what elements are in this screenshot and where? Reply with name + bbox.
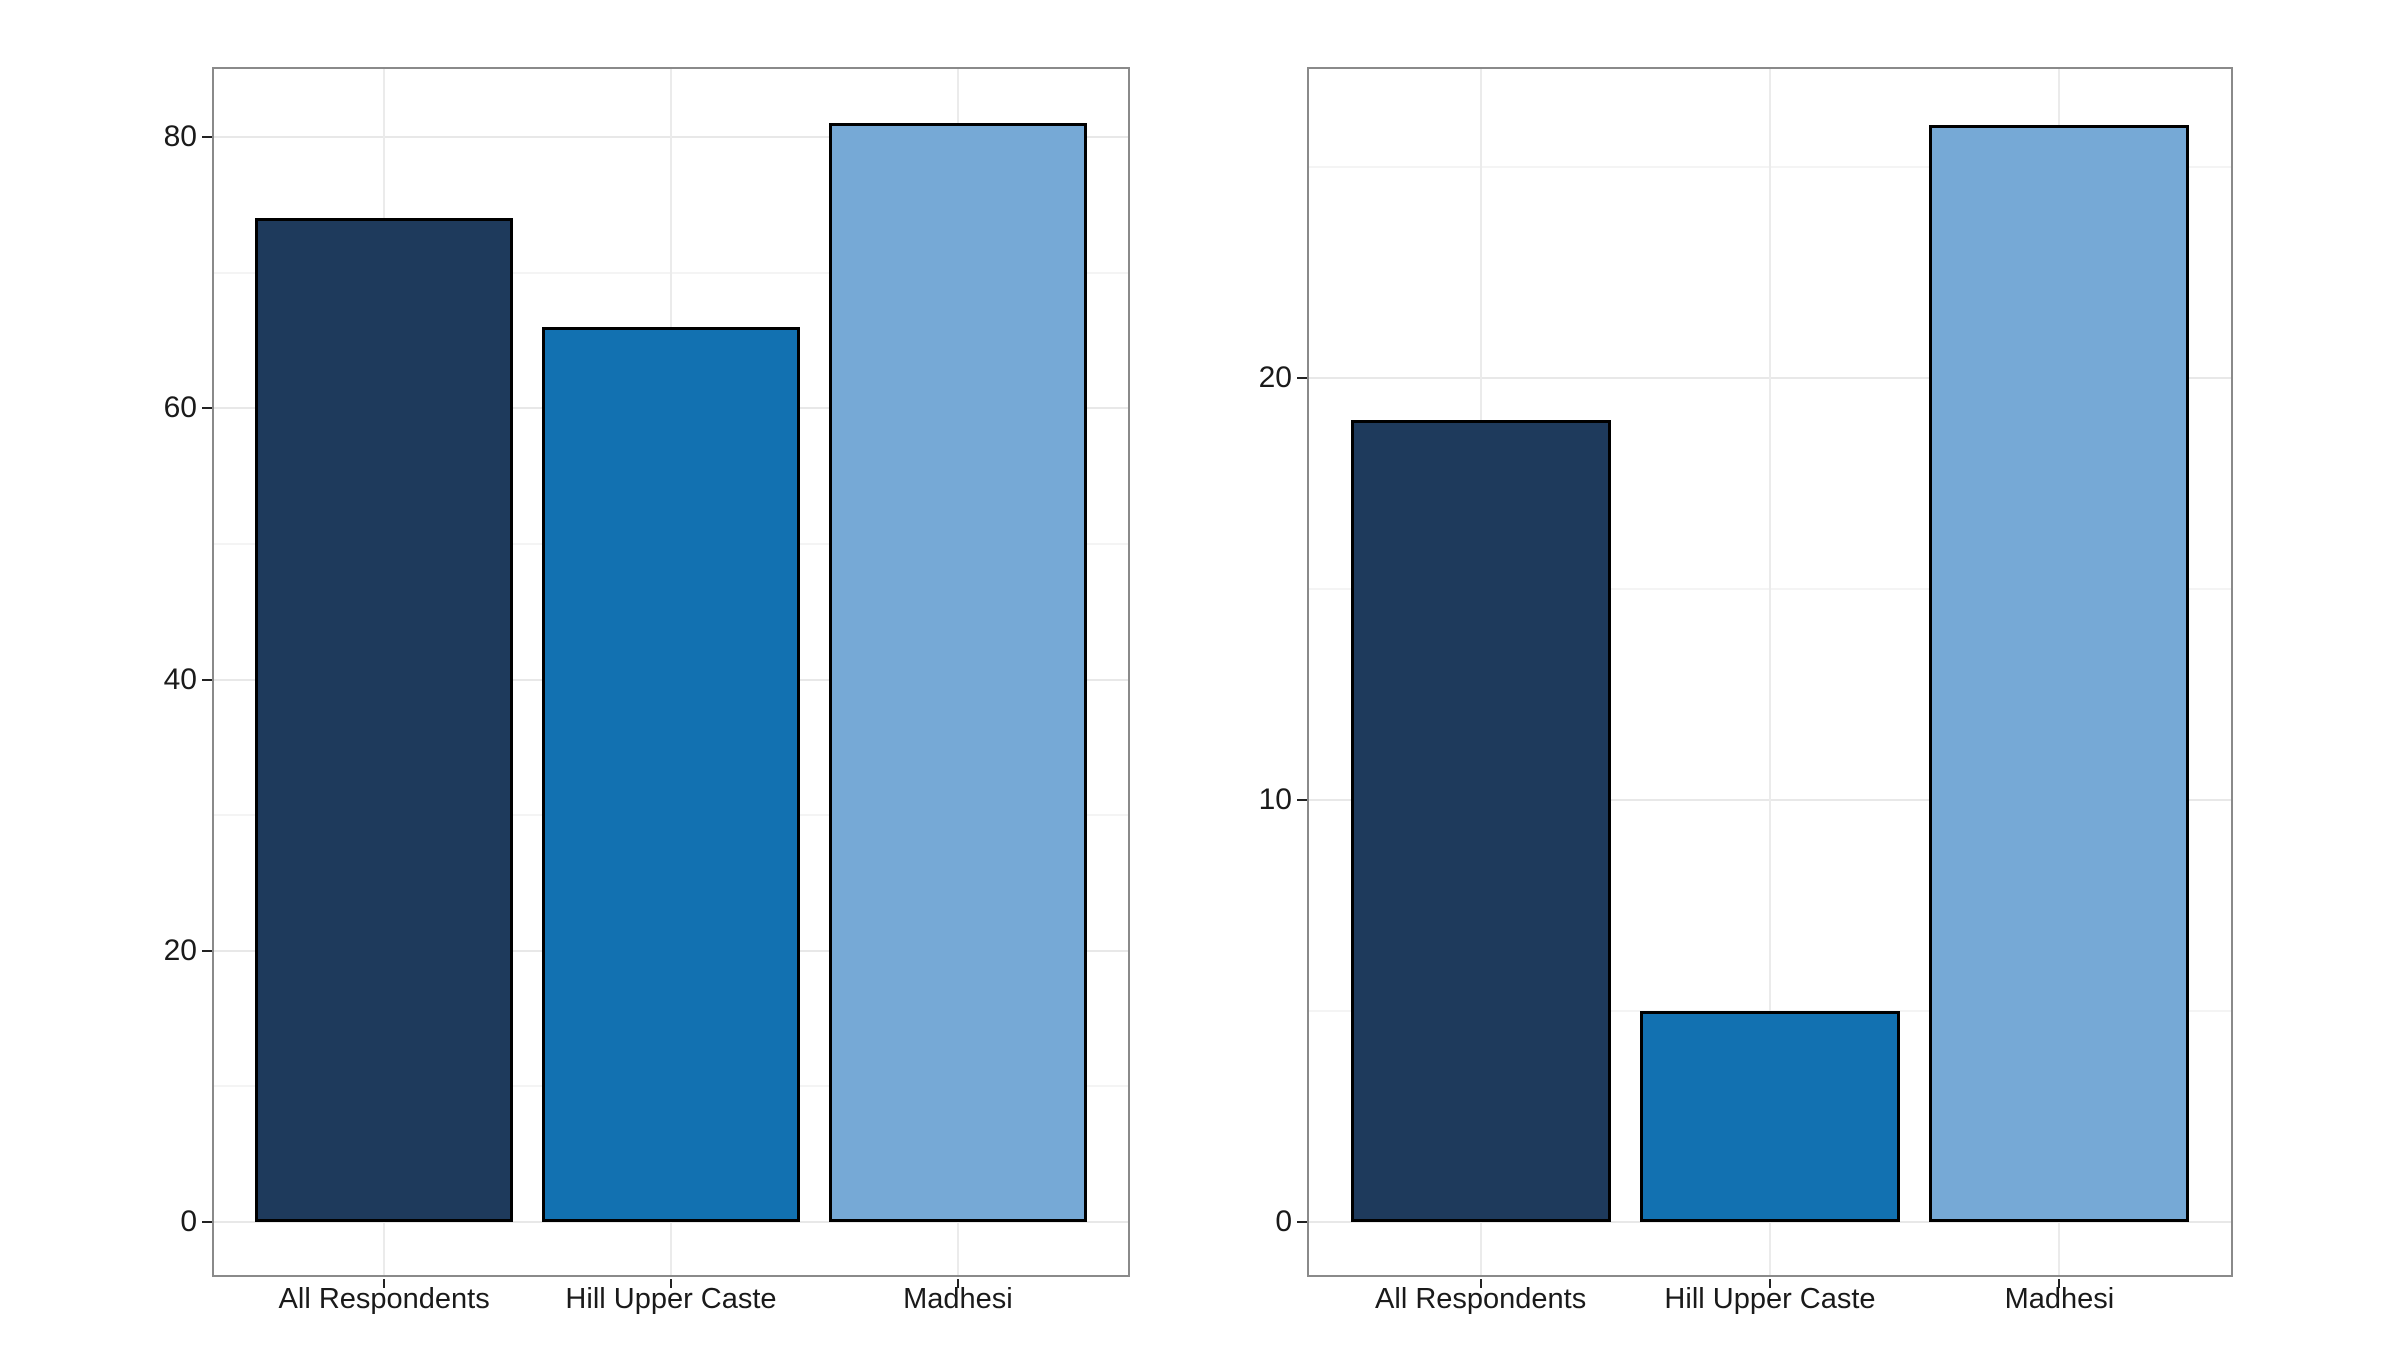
bar-madhesi bbox=[829, 123, 1087, 1222]
bar-hill-upper-caste bbox=[1640, 1011, 1900, 1222]
y-tick-label: 60 bbox=[163, 391, 197, 425]
y-tick-mark bbox=[1297, 799, 1307, 801]
y-tick-mark bbox=[202, 1221, 212, 1223]
y-tick-mark bbox=[202, 949, 212, 952]
bar-all-respondents bbox=[255, 218, 513, 1222]
y-tick-label: 10 bbox=[1258, 783, 1292, 816]
x-category-label: Hill Upper Caste bbox=[1664, 1283, 1876, 1315]
y-tick-label: 0 bbox=[1275, 1205, 1292, 1238]
bar-hill-upper-caste bbox=[542, 327, 800, 1222]
x-tick-mark bbox=[956, 1279, 959, 1288]
y-tick-mark bbox=[202, 136, 212, 138]
x-category-label: All Respondents bbox=[278, 1283, 490, 1315]
y-tick-mark bbox=[202, 407, 212, 410]
x-tick-mark bbox=[2058, 1279, 2061, 1288]
x-category-label: Madhesi bbox=[903, 1283, 1013, 1315]
y-tick-mark bbox=[1297, 377, 1307, 379]
y-tick-label: 20 bbox=[163, 933, 197, 967]
x-category-label: Madhesi bbox=[2004, 1283, 2115, 1315]
y-tick-mark bbox=[1297, 1221, 1307, 1223]
x-tick-mark bbox=[1479, 1279, 1482, 1288]
x-category-label: All Respondents bbox=[1375, 1283, 1587, 1315]
y-tick-label: 0 bbox=[180, 1205, 197, 1238]
y-tick-mark bbox=[202, 678, 212, 681]
gridline-vertical bbox=[1769, 67, 1771, 1277]
y-tick-label: 80 bbox=[163, 120, 197, 153]
y-tick-label: 20 bbox=[1258, 361, 1292, 394]
bar-all-respondents bbox=[1351, 420, 1611, 1222]
y-tick-label: 40 bbox=[163, 662, 197, 696]
bar-madhesi bbox=[1929, 125, 2189, 1222]
x-tick-mark bbox=[383, 1279, 386, 1288]
x-category-label: Hill Upper Caste bbox=[565, 1283, 777, 1315]
x-tick-mark bbox=[670, 1279, 672, 1288]
x-tick-mark bbox=[1769, 1279, 1771, 1288]
